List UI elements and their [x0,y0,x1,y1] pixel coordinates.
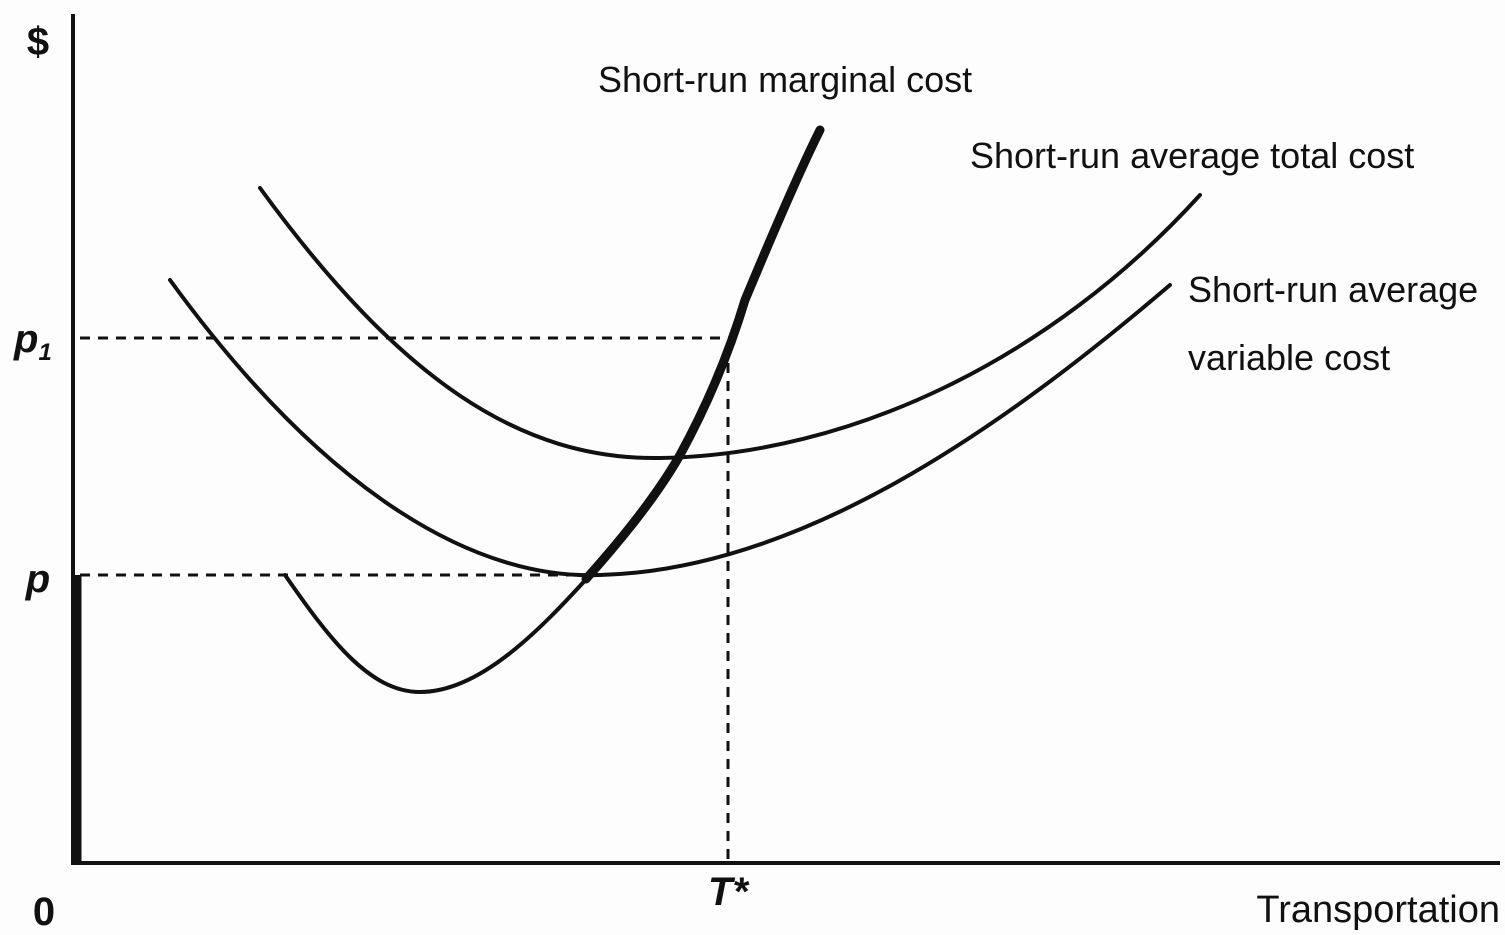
p1-letter: p [13,317,38,361]
x-axis-label: Transportation [1256,889,1500,931]
p-label: p [25,557,50,601]
p1-label: p1 [13,317,52,366]
marginal-cost-supply-segment [581,125,825,584]
origin-label: 0 [33,890,55,934]
p1-subscript: 1 [38,339,51,366]
average-total-cost-curve [258,186,1202,461]
average-variable-cost-label-line1: Short-run average [1188,269,1478,310]
average-variable-cost-label-line2: variable cost [1188,337,1390,378]
marginal-cost-curve [283,573,592,695]
t-star-label: T* [708,870,750,914]
average-variable-cost-curve [168,278,1172,578]
marginal-cost-label: Short-run marginal cost [598,59,972,100]
y-axis-label: $ [27,20,49,64]
average-total-cost-label: Short-run average total cost [970,135,1414,176]
